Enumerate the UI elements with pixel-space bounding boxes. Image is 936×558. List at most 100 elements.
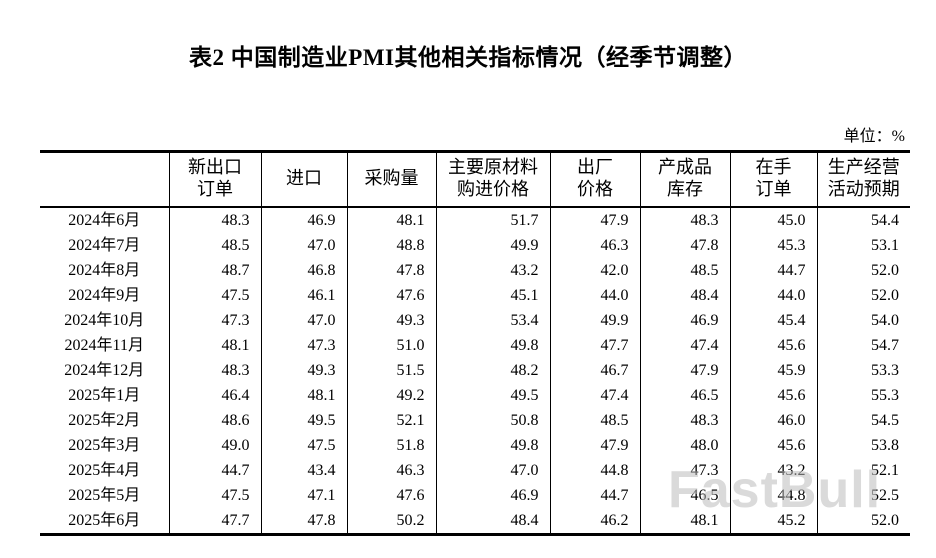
value-cell: 51.0 (346, 333, 436, 358)
header-cell-finished-inventory: 产成品 库存 (639, 151, 730, 207)
value-cell: 49.9 (435, 233, 550, 258)
table-row: 2025年4月 44.7 43.4 46.3 47.0 44.8 47.3 43.2 52.1 (40, 458, 910, 483)
value-cell: 46.8 (260, 258, 347, 283)
value-cell: 51.5 (346, 358, 436, 383)
table-row: 2024年8月 48.7 46.8 47.8 43.2 42.0 48.5 44.7 52.0 (40, 258, 910, 283)
header-cell-activity-expectation: 生产经营 活动预期 (816, 151, 910, 207)
value-cell: 47.6 (346, 283, 436, 308)
value-cell: 43.2 (435, 258, 550, 283)
month-cell: 2024年12月 (64, 362, 145, 379)
value-cell: 46.9 (260, 207, 347, 233)
pmi-table: 新出口 订单 进口 采购量 主要原材料 购进价格 出厂 价格 产成品 库存 在手… (40, 150, 910, 536)
value-cell: 46.1 (260, 283, 347, 308)
month-cell: 2024年8月 (68, 262, 141, 279)
value-cell: 54.0 (816, 308, 910, 333)
value-cell: 54.4 (816, 207, 910, 233)
value-cell: 53.4 (435, 308, 550, 333)
value-cell: 49.8 (435, 433, 550, 458)
value-cell: 48.0 (639, 433, 730, 458)
value-cell: 50.8 (435, 408, 550, 433)
month-cell: 2024年10月 (64, 312, 145, 329)
month-cell: 2025年1月 (68, 387, 141, 404)
value-cell: 48.3 (168, 358, 261, 383)
month-cell: 2025年2月 (68, 412, 141, 429)
value-cell: 55.3 (816, 383, 910, 408)
month-cell: 2025年5月 (68, 487, 141, 504)
value-cell: 45.0 (729, 207, 817, 233)
value-cell: 49.0 (168, 433, 261, 458)
value-cell: 45.6 (729, 383, 817, 408)
value-cell: 48.5 (549, 408, 640, 433)
month-cell: 2024年11月 (64, 337, 144, 354)
value-cell: 48.3 (639, 408, 730, 433)
value-cell: 46.3 (346, 458, 436, 483)
value-cell: 44.7 (729, 258, 817, 283)
value-cell: 47.7 (549, 333, 640, 358)
value-cell: 43.4 (260, 458, 347, 483)
value-cell: 45.4 (729, 308, 817, 333)
value-cell: 47.9 (639, 358, 730, 383)
value-cell: 48.1 (168, 333, 261, 358)
value-cell: 48.7 (168, 258, 261, 283)
unit-label: 单位：% (843, 128, 905, 145)
value-cell: 49.5 (260, 408, 347, 433)
value-cell: 47.9 (549, 207, 640, 233)
value-cell: 54.7 (816, 333, 910, 358)
value-cell: 48.1 (260, 383, 347, 408)
value-cell: 47.4 (549, 383, 640, 408)
value-cell: 48.1 (639, 508, 730, 535)
value-cell: 47.0 (435, 458, 550, 483)
value-cell: 47.3 (260, 333, 347, 358)
value-cell: 46.5 (639, 483, 730, 508)
value-cell: 49.5 (435, 383, 550, 408)
value-cell: 44.7 (168, 458, 261, 483)
value-cell: 51.8 (346, 433, 436, 458)
value-cell: 52.0 (816, 258, 910, 283)
value-cell: 48.5 (168, 233, 261, 258)
value-cell: 47.3 (639, 458, 730, 483)
table-body: 2024年6月 48.3 46.9 48.1 51.7 47.9 48.3 45.0 54.4 2… (40, 207, 910, 535)
value-cell: 52.5 (816, 483, 910, 508)
value-cell: 48.1 (346, 207, 436, 233)
value-cell: 45.3 (729, 233, 817, 258)
header-cell-new-export-orders: 新出口 订单 (168, 151, 261, 207)
value-cell: 53.3 (816, 358, 910, 383)
value-cell: 49.9 (549, 308, 640, 333)
value-cell: 46.4 (168, 383, 261, 408)
month-cell: 2025年4月 (68, 462, 141, 479)
value-cell: 48.8 (346, 233, 436, 258)
value-cell: 44.0 (549, 283, 640, 308)
header-cell-imports: 进口 (260, 151, 347, 207)
month-cell: 2025年3月 (68, 437, 141, 454)
value-cell: 42.0 (549, 258, 640, 283)
value-cell: 47.9 (549, 433, 640, 458)
value-cell: 47.1 (260, 483, 347, 508)
table-row: 2024年9月 47.5 46.1 47.6 45.1 44.0 48.4 44.0 52.0 (40, 283, 910, 308)
value-cell: 45.2 (729, 508, 817, 535)
header-cell-month (40, 152, 169, 208)
value-cell: 46.5 (639, 383, 730, 408)
value-cell: 48.2 (435, 358, 550, 383)
month-cell: 2025年6月 (68, 512, 141, 529)
value-cell: 48.5 (639, 258, 730, 283)
month-cell: 2024年9月 (68, 287, 141, 304)
table-row: 2025年2月 48.6 49.5 52.1 50.8 48.5 48.3 46.0 54.5 (40, 408, 910, 433)
value-cell: 49.3 (346, 308, 436, 333)
value-cell: 44.0 (729, 283, 817, 308)
value-cell: 47.5 (260, 433, 347, 458)
value-cell: 45.6 (729, 433, 817, 458)
header-cell-ex-factory-price: 出厂 价格 (549, 151, 640, 207)
table-row: 2025年6月 47.7 47.8 50.2 48.4 46.2 48.1 45.2 52.0 (40, 508, 910, 535)
month-cell: 2024年7月 (68, 237, 141, 254)
page-title: 表2 中国制造业PMI其他相关指标情况（经季节调整） (189, 45, 747, 70)
value-cell: 45.1 (435, 283, 550, 308)
header-row: 新出口 订单 进口 采购量 主要原材料 购进价格 出厂 价格 产成品 库存 在手… (40, 151, 910, 208)
value-cell: 47.4 (639, 333, 730, 358)
value-cell: 53.8 (816, 433, 910, 458)
value-cell: 46.2 (549, 508, 640, 535)
value-cell: 48.6 (168, 408, 261, 433)
value-cell: 44.7 (549, 483, 640, 508)
value-cell: 48.4 (639, 283, 730, 308)
value-cell: 44.8 (549, 458, 640, 483)
